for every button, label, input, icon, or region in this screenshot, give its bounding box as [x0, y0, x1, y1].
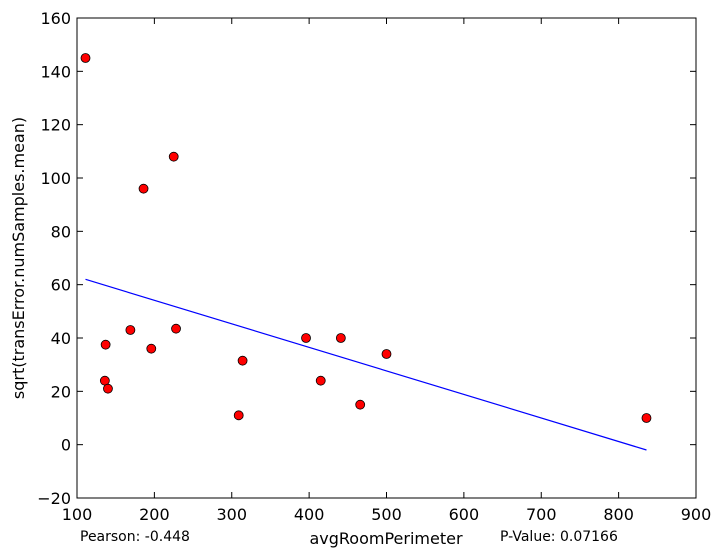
- x-tick-label: 500: [371, 505, 402, 524]
- scatter-point: [315, 375, 326, 386]
- scatter-point: [171, 323, 181, 334]
- y-tick-label: 40: [51, 329, 71, 348]
- x-tick-label: 400: [294, 505, 325, 524]
- x-tick-label: 800: [603, 505, 634, 524]
- data-points: [80, 53, 652, 423]
- scatter-point: [125, 325, 136, 335]
- y-tick-label: 20: [51, 382, 71, 401]
- scatter-point: [103, 383, 113, 394]
- x-tick-label: 700: [526, 505, 557, 524]
- scatter-point: [355, 399, 366, 410]
- scatter-point: [381, 349, 392, 359]
- y-tick-label: −20: [37, 489, 71, 508]
- scatter-point: [233, 410, 244, 421]
- x-axis-ticks: 100 200 300 400 500 600 700 800 900: [62, 18, 712, 524]
- y-tick-label: 100: [40, 169, 71, 188]
- y-tick-label: 80: [51, 222, 71, 241]
- y-tick-label: 160: [40, 9, 71, 28]
- fit-layer: [85, 278, 647, 451]
- x-tick-label: 300: [216, 505, 247, 524]
- scatter-point: [641, 413, 652, 423]
- y-axis-ticks: −20 0 20 40 60 80 100 120 140 160: [37, 9, 696, 508]
- pearson-label: Pearson: -0.448: [80, 529, 190, 545]
- scatter-point: [80, 53, 91, 63]
- scatter-point: [335, 333, 346, 343]
- x-axis-label: avgRoomPerimeter: [309, 529, 462, 548]
- y-tick-label: 0: [61, 436, 71, 455]
- x-tick-label: 200: [139, 505, 170, 524]
- x-tick-label: 600: [449, 505, 480, 524]
- x-tick-label: 900: [681, 505, 712, 524]
- scatter-point: [100, 339, 111, 350]
- plot-frame: [76, 17, 697, 499]
- scatter-point: [138, 183, 149, 194]
- y-axis-label: sqrt(transError.numSamples.mean): [9, 117, 28, 399]
- y-tick-label: 120: [40, 116, 71, 135]
- x-tick-label: 100: [62, 505, 93, 524]
- scatter-point: [301, 333, 311, 343]
- scatter-point: [168, 151, 179, 162]
- y-tick-label: 60: [51, 276, 71, 295]
- scatter-point: [146, 343, 157, 354]
- y-tick-label: 140: [40, 62, 71, 81]
- regression-line: [85, 278, 647, 451]
- plot-background: [77, 18, 696, 498]
- pvalue-label: P-Value: 0.07166: [500, 529, 618, 545]
- scatter-point: [237, 355, 248, 366]
